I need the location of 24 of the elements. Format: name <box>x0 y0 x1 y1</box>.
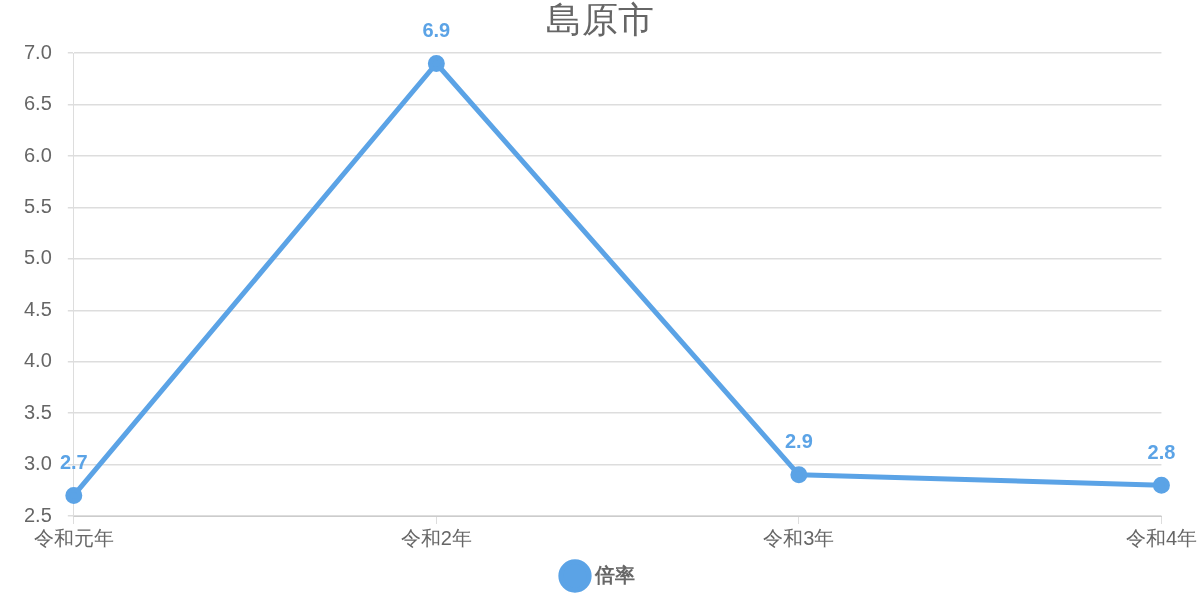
y-tick-label: 3.5 <box>23 400 52 423</box>
point <box>790 466 808 484</box>
chart-title: 島原市 <box>546 0 654 40</box>
x-tick-label: 令和2年 <box>400 526 472 549</box>
y-tick-label: 6.5 <box>23 92 52 115</box>
point <box>427 54 445 72</box>
x-tick-label: 令和4年 <box>1125 526 1197 549</box>
point <box>1152 476 1170 494</box>
point <box>65 486 83 504</box>
data-label: 2.8 <box>1147 440 1176 463</box>
y-tick-label: 4.0 <box>23 349 52 372</box>
y-tick-label: 3.0 <box>23 452 52 475</box>
y-tick-label: 5.5 <box>23 194 52 217</box>
x-tick-label: 令和元年 <box>33 526 114 549</box>
data-label: 6.9 <box>422 19 451 41</box>
data-label: 2.7 <box>59 450 88 473</box>
y-tick-label: 7.0 <box>23 40 52 63</box>
y-tick-label: 4.5 <box>23 297 52 320</box>
data-label: 2.9 <box>784 430 813 453</box>
x-tick-label: 令和3年 <box>763 526 835 549</box>
y-tick-label: 5.0 <box>23 246 52 269</box>
legend-label: 倍率 <box>594 563 635 586</box>
y-tick-label: 2.5 <box>23 503 52 526</box>
y-tick-label: 6.0 <box>23 143 52 166</box>
